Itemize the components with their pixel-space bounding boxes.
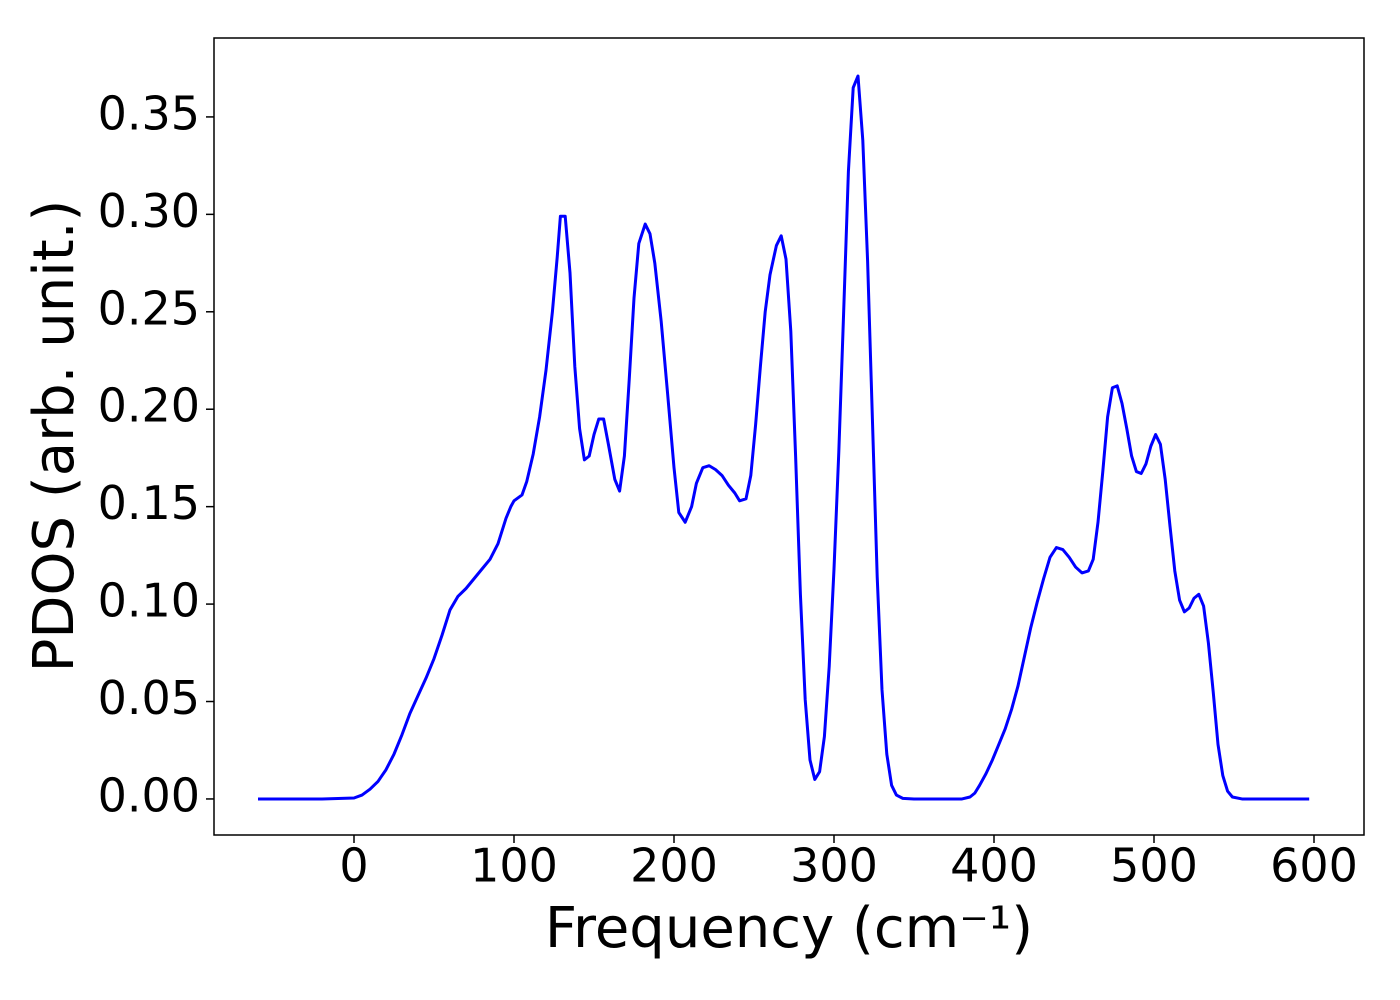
y-tick-label: 0.05 <box>98 671 200 725</box>
y-axis-label: PDOS (arb. unit.) <box>22 200 87 673</box>
x-tick-label: 500 <box>1110 839 1198 893</box>
y-tick-label: 0.10 <box>98 574 200 628</box>
x-axis-label: Frequency (cm⁻¹) <box>545 896 1033 961</box>
x-tick-label: 600 <box>1270 839 1358 893</box>
y-tick-label: 0.25 <box>98 281 200 335</box>
y-tick-label: 0.15 <box>98 476 200 530</box>
line <box>258 74 1310 801</box>
x-tick-label: 400 <box>950 839 1038 893</box>
y-tick-label: 0.20 <box>98 379 200 433</box>
x-tick-label: 300 <box>790 839 878 893</box>
y-tick-label: 0.00 <box>98 768 200 822</box>
x-tick-label: 100 <box>470 839 558 893</box>
x-tick-label: 0 <box>339 839 368 893</box>
y-tick-label: 0.35 <box>98 86 200 140</box>
x-tick-label: 200 <box>630 839 718 893</box>
plot-frame <box>213 37 1365 836</box>
y-tick-label: 0.30 <box>98 184 200 238</box>
